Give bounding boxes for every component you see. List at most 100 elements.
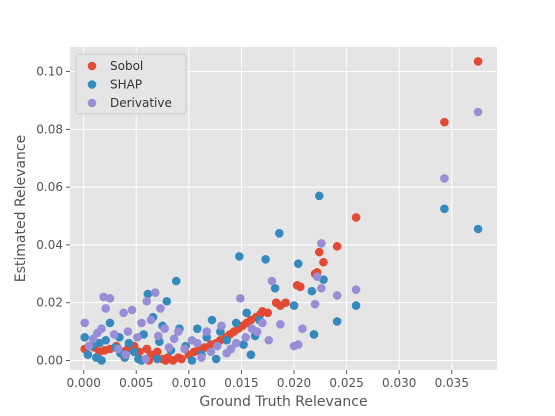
legend-label: SHAP [110,78,142,92]
data-point [317,239,326,248]
data-point [274,229,284,238]
data-point [83,350,93,359]
data-point [141,354,151,364]
data-point [222,335,232,345]
data-point [95,338,104,348]
data-point [206,347,216,357]
data-point [169,334,179,344]
y-tick-label: 0.06 [36,180,63,194]
data-point [271,298,281,307]
y-axis-title: Estimated Relevance [13,135,29,282]
data-point [114,344,123,354]
y-axis-ticks: 0.00 0.02 0.04 0.06 0.08 0.10 [36,65,70,367]
data-point [160,324,169,333]
legend: Sobol SHAP Derivative [75,53,187,115]
x-tick-label: 0.030 [382,376,416,390]
data-point [164,343,174,352]
data-point [242,308,251,318]
data-point [270,283,280,293]
data-point [124,338,134,348]
legend-frame [75,53,187,115]
data-point [473,224,483,234]
data-point [231,318,241,328]
legend-marker [87,98,97,108]
data-point [217,321,226,331]
data-point [310,299,320,309]
data-point [314,247,324,257]
data-point [84,341,94,351]
data-point [197,353,206,362]
y-tick-label: 0.00 [36,353,63,367]
data-point [298,324,307,333]
data-point [319,257,328,267]
legend-label: Sobol [110,59,143,73]
data-point [202,327,212,336]
x-tick-label: 0.010 [172,376,206,390]
data-points [80,57,483,365]
data-point [309,330,319,339]
data-point [123,327,133,336]
x-tick-label: 0.005 [119,376,153,390]
data-point [156,304,165,313]
data-point [119,308,128,318]
data-point [247,324,257,333]
x-tick-label: 0.015 [224,376,258,390]
data-point [351,213,361,222]
data-point [332,317,342,326]
data-point [80,333,90,342]
data-point [212,341,222,351]
x-tick-label: 0.000 [66,376,100,390]
data-point [239,340,248,349]
data-point [99,292,108,302]
data-point [231,338,241,348]
data-point [180,344,189,354]
data-point [137,318,146,328]
data-point [133,333,142,342]
series-derivative [80,107,483,364]
data-point [121,350,131,359]
data-point [314,191,324,201]
data-point [142,296,152,306]
data-point [211,354,221,364]
data-point [174,327,183,336]
data-point [143,289,153,299]
data-point [235,252,244,261]
data-point [440,204,449,214]
data-point [312,272,322,281]
data-point [80,318,90,328]
data-point [289,341,299,351]
data-point [246,350,256,359]
data-point [127,305,137,315]
data-point [91,353,101,362]
data-point [146,315,156,325]
data-point [150,288,160,297]
y-tick-label: 0.04 [36,238,63,252]
data-point [293,259,303,268]
data-point [109,330,119,339]
data-point [332,242,342,251]
x-axis-ticks: 0.000 0.005 0.010 0.015 0.020 0.025 0.030 0.035 [66,370,469,390]
data-point [171,276,181,286]
data-point [289,301,299,310]
legend-label: Derivative [110,96,172,110]
data-point [101,304,111,313]
data-point [258,318,267,328]
x-axis-title: Ground Truth Relevance [199,394,367,410]
data-point [241,333,250,342]
data-point [261,255,270,264]
data-point [307,286,317,296]
data-point [276,320,285,329]
data-point [440,117,449,127]
y-tick-label: 0.10 [36,65,63,79]
data-point [154,331,163,341]
data-point [105,318,115,328]
data-point [129,347,139,357]
x-tick-label: 0.035 [435,376,469,390]
data-point [351,301,361,310]
data-point [317,283,326,293]
data-point [351,285,361,294]
data-point [473,57,483,66]
data-point [296,282,305,292]
data-point [207,315,217,325]
